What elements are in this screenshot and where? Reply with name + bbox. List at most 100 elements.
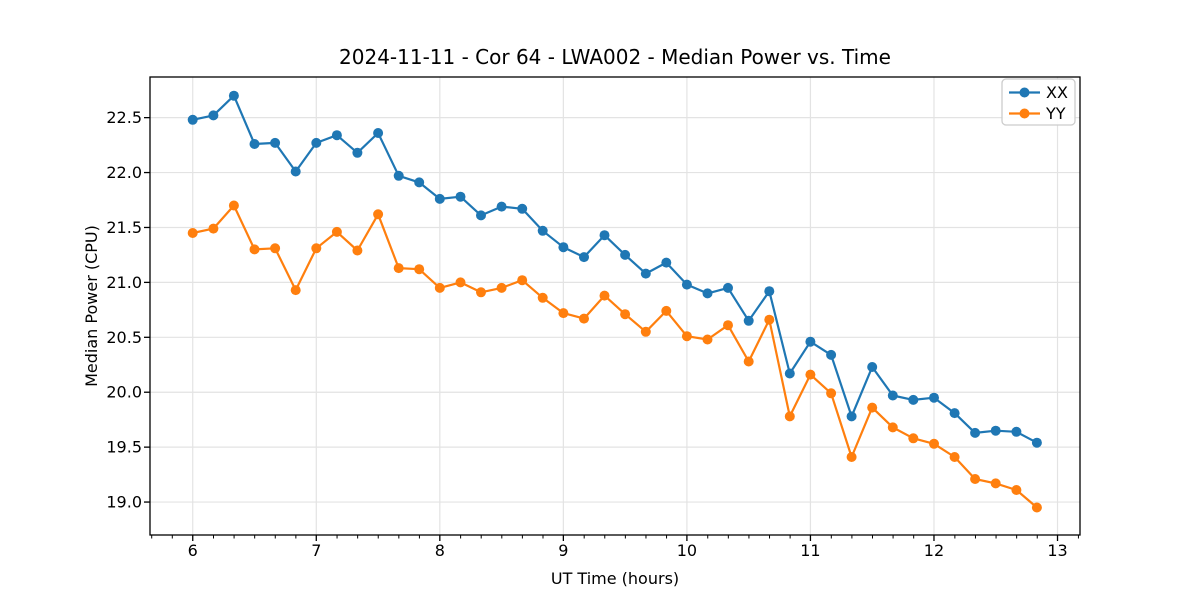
data-point bbox=[681, 279, 692, 290]
data-point bbox=[723, 282, 733, 293]
data-point bbox=[187, 114, 198, 125]
data-point bbox=[640, 268, 651, 279]
legend-label-xx: XX bbox=[1046, 83, 1068, 102]
data-point bbox=[187, 228, 198, 238]
data-point bbox=[826, 349, 837, 360]
data-point bbox=[270, 243, 281, 254]
legend: XX YY bbox=[1001, 78, 1076, 126]
data-point bbox=[661, 305, 672, 316]
x-tick-label: 8 bbox=[435, 541, 445, 560]
y-tick-label: 21.0 bbox=[106, 273, 142, 292]
data-point bbox=[970, 427, 981, 438]
data-point bbox=[434, 282, 445, 293]
data-point bbox=[352, 245, 363, 256]
data-point bbox=[599, 230, 610, 241]
plot-border bbox=[149, 76, 1081, 536]
data-point bbox=[784, 411, 795, 422]
data-point bbox=[723, 320, 733, 331]
data-point bbox=[290, 166, 301, 177]
data-point bbox=[228, 90, 239, 101]
data-point bbox=[228, 200, 239, 211]
data-point bbox=[393, 170, 404, 181]
data-point bbox=[290, 285, 301, 296]
data-point bbox=[764, 286, 775, 297]
data-point bbox=[476, 287, 486, 298]
data-point bbox=[640, 326, 651, 337]
data-point bbox=[764, 314, 775, 325]
x-tick-label: 12 bbox=[924, 541, 944, 560]
data-series bbox=[187, 90, 1042, 513]
data-point bbox=[455, 277, 466, 288]
data-point bbox=[784, 368, 795, 379]
x-tick-label: 13 bbox=[1047, 541, 1067, 560]
data-point bbox=[455, 191, 466, 202]
data-point bbox=[558, 308, 569, 319]
data-point bbox=[1011, 426, 1022, 437]
data-point bbox=[887, 390, 898, 401]
tick-labels: 6 7 8 9 10 11 12 13 19.0 19.5 20.0 20.5 21.0 21.5 22.0… bbox=[106, 108, 1067, 560]
data-point bbox=[208, 110, 219, 121]
y-tick-label: 22.0 bbox=[106, 163, 142, 182]
data-point bbox=[393, 263, 404, 274]
data-point bbox=[949, 452, 960, 462]
axis-ticks bbox=[144, 116, 1079, 541]
legend-marker-XX bbox=[1019, 87, 1030, 98]
data-point bbox=[867, 402, 878, 413]
data-point bbox=[805, 369, 816, 380]
y-axis-label: Median Power (CPU) bbox=[82, 225, 101, 387]
data-point bbox=[826, 388, 837, 399]
data-point bbox=[990, 478, 1001, 489]
chart-title: 2024-11-11 - Cor 64 - LWA002 - Median Po… bbox=[339, 45, 891, 69]
data-point bbox=[887, 422, 898, 433]
data-point bbox=[270, 137, 281, 148]
data-point bbox=[990, 425, 1001, 436]
data-point bbox=[846, 411, 857, 422]
data-point bbox=[249, 244, 260, 255]
data-point bbox=[414, 264, 425, 275]
data-point bbox=[537, 292, 548, 303]
series-XX bbox=[187, 90, 1042, 448]
data-point bbox=[517, 203, 528, 214]
data-point bbox=[496, 282, 507, 293]
x-tick-label: 9 bbox=[558, 541, 568, 560]
data-point bbox=[208, 223, 219, 234]
data-point bbox=[929, 392, 939, 403]
series-line-XX bbox=[192, 94, 1038, 444]
data-point bbox=[743, 315, 754, 326]
data-point bbox=[579, 252, 589, 263]
data-point bbox=[311, 137, 322, 148]
x-axis-label: UT Time (hours) bbox=[551, 569, 679, 588]
data-point bbox=[373, 209, 384, 220]
data-point bbox=[373, 128, 384, 138]
y-tick-label: 19.0 bbox=[106, 493, 142, 512]
data-point bbox=[496, 201, 507, 212]
data-point bbox=[846, 452, 857, 462]
data-point bbox=[331, 130, 342, 141]
y-tick-label: 19.5 bbox=[106, 438, 142, 457]
y-tick-label: 21.5 bbox=[106, 218, 142, 237]
data-point bbox=[1011, 485, 1022, 495]
data-point bbox=[702, 334, 713, 345]
data-point bbox=[681, 331, 692, 342]
data-point bbox=[599, 290, 610, 301]
y-tick-label: 20.0 bbox=[106, 383, 142, 402]
data-point bbox=[743, 356, 754, 367]
legend-label-yy: YY bbox=[1045, 104, 1066, 123]
series-YY bbox=[187, 200, 1042, 513]
x-tick-label: 10 bbox=[677, 541, 697, 560]
x-tick-label: 6 bbox=[188, 541, 198, 560]
data-point bbox=[661, 257, 672, 268]
data-point bbox=[537, 225, 548, 236]
data-point bbox=[620, 249, 631, 260]
legend-marker-YY bbox=[1019, 108, 1030, 119]
data-point bbox=[970, 474, 981, 484]
data-point bbox=[249, 139, 260, 149]
y-tick-label: 20.5 bbox=[106, 328, 142, 347]
data-point bbox=[929, 438, 939, 449]
data-point bbox=[414, 177, 425, 188]
x-tick-label: 11 bbox=[800, 541, 820, 560]
y-tick-label: 22.5 bbox=[106, 108, 142, 127]
legend-swatches bbox=[1009, 87, 1040, 119]
